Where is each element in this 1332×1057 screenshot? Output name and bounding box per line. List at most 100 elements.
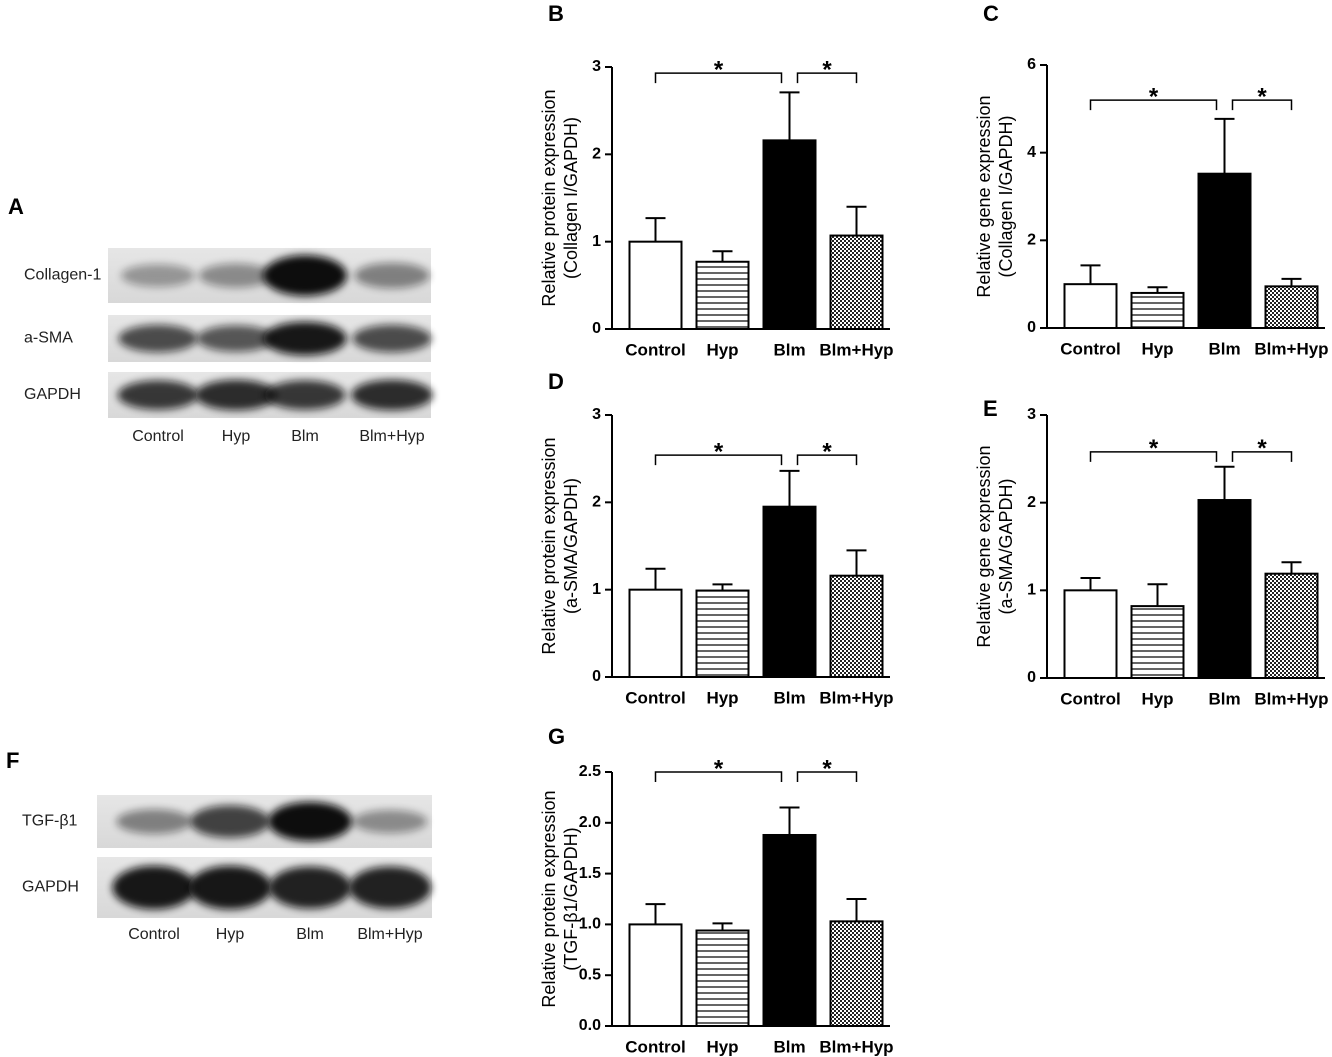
bar-chart: B Relative protein expression (Collagen I/… bbox=[539, 1, 894, 360]
western-blot: F TGF-β1 GAPDH Control Hyp Blm Blm+Hyp bbox=[6, 748, 432, 943]
panel-letter: B bbox=[548, 1, 564, 26]
bar bbox=[762, 505, 817, 679]
significance-bracket bbox=[796, 72, 858, 84]
blot-band bbox=[354, 262, 430, 289]
blot-lane-label: Blm bbox=[296, 926, 324, 943]
significance-star: * bbox=[714, 56, 724, 83]
x-tick-label: Control bbox=[625, 1037, 685, 1056]
y-tick-label: 1.5 bbox=[579, 865, 601, 882]
significance-bracket bbox=[796, 454, 858, 466]
bar bbox=[829, 920, 884, 1027]
blot-band bbox=[190, 805, 270, 838]
x-tick-label: Control bbox=[625, 688, 685, 707]
y-tick-label: 2.5 bbox=[579, 763, 601, 780]
y-tick-label: 2 bbox=[1027, 494, 1036, 511]
x-tick-label: Blm+Hyp bbox=[1254, 689, 1328, 708]
x-tick-label: Blm+Hyp bbox=[819, 1037, 893, 1056]
blot-lane-label: Hyp bbox=[222, 428, 251, 445]
x-tick-label: Hyp bbox=[1141, 339, 1173, 358]
bar bbox=[1264, 285, 1319, 330]
y-axis-label: (Collagen I/GAPDH) bbox=[996, 115, 1016, 277]
y-tick-label: 0 bbox=[592, 320, 601, 337]
blot-lane-label: Control bbox=[132, 428, 184, 445]
panel-letter: D bbox=[548, 369, 564, 394]
y-tick-label: 0 bbox=[592, 668, 601, 685]
blot-row-label: GAPDH bbox=[24, 386, 81, 403]
blot-band bbox=[268, 866, 352, 909]
blot-band bbox=[351, 379, 433, 411]
blot-lane-label: Blm+Hyp bbox=[359, 428, 424, 445]
x-tick-label: Control bbox=[1060, 689, 1120, 708]
blot-band bbox=[196, 325, 276, 352]
blot-band bbox=[117, 380, 199, 410]
y-tick-label: 2.0 bbox=[579, 814, 601, 831]
significance-star: * bbox=[822, 755, 832, 782]
significance-bracket bbox=[1231, 451, 1293, 462]
blot-row-label: Collagen-1 bbox=[24, 267, 101, 284]
significance-bracket bbox=[1089, 451, 1218, 462]
bar bbox=[1063, 283, 1118, 329]
y-tick-label: 3 bbox=[1027, 406, 1036, 423]
y-axis-label: Relative gene expression bbox=[974, 445, 994, 647]
y-tick-label: 0.0 bbox=[579, 1017, 601, 1034]
panel-letter: F bbox=[6, 748, 19, 773]
y-axis-label: (a-SMA/GAPDH) bbox=[561, 478, 581, 614]
bar bbox=[695, 929, 750, 1027]
bar bbox=[762, 833, 817, 1027]
bar bbox=[695, 589, 750, 678]
blot-row-label: a-SMA bbox=[24, 330, 73, 347]
x-tick-label: Blm bbox=[773, 688, 805, 707]
bar bbox=[628, 240, 683, 331]
x-tick-label: Hyp bbox=[706, 340, 738, 359]
bar bbox=[1130, 291, 1185, 329]
x-tick-label: Blm bbox=[773, 1037, 805, 1056]
blot-band bbox=[112, 865, 196, 910]
bar bbox=[1197, 499, 1252, 679]
bar bbox=[1063, 589, 1118, 679]
y-axis-label: (a-SMA/GAPDH) bbox=[996, 478, 1016, 614]
significance-star: * bbox=[714, 755, 724, 782]
significance-star: * bbox=[822, 439, 832, 466]
x-tick-label: Blm bbox=[773, 340, 805, 359]
significance-bracket bbox=[654, 72, 783, 84]
bar bbox=[628, 923, 683, 1028]
y-axis-label: Relative protein expression bbox=[539, 790, 559, 1007]
significance-star: * bbox=[1257, 435, 1267, 462]
x-tick-label: Blm+Hyp bbox=[1254, 339, 1328, 358]
blot-band bbox=[348, 866, 432, 909]
blot-band bbox=[264, 380, 346, 410]
bar bbox=[695, 260, 750, 330]
significance-star: * bbox=[1149, 83, 1159, 110]
x-tick-label: Blm bbox=[1208, 339, 1240, 358]
blot-lane-label: Blm bbox=[291, 428, 319, 445]
x-tick-label: Blm+Hyp bbox=[819, 340, 893, 359]
significance-bracket bbox=[1089, 99, 1218, 111]
blot-band bbox=[121, 264, 195, 287]
y-tick-label: 0 bbox=[1027, 319, 1036, 336]
bar bbox=[1264, 572, 1319, 680]
significance-bracket bbox=[654, 454, 783, 466]
bar-chart: D Relative protein expression (a-SMA/GAPDH… bbox=[539, 369, 894, 708]
y-axis-label: Relative protein expression bbox=[539, 437, 559, 654]
blot-band bbox=[116, 809, 192, 834]
blot-lane-label: Hyp bbox=[216, 926, 245, 943]
significance-bracket bbox=[796, 771, 858, 782]
y-axis-label: (TGF-β1/GAPDH) bbox=[561, 827, 581, 970]
blot-row-label: GAPDH bbox=[22, 879, 79, 896]
x-tick-label: Blm+Hyp bbox=[819, 688, 893, 707]
y-tick-label: 3 bbox=[592, 58, 601, 75]
bar-chart: E Relative gene expression (a-SMA/GAPDH) 0 1… bbox=[974, 396, 1329, 709]
significance-bracket bbox=[654, 771, 783, 782]
significance-star: * bbox=[1149, 435, 1159, 462]
blot-band bbox=[352, 809, 428, 834]
blot-lane-label: Control bbox=[128, 926, 180, 943]
bar-chart: G Relative protein expression (TGF-β1/GAPD… bbox=[539, 724, 894, 1057]
y-axis-label: Relative protein expression bbox=[539, 89, 559, 306]
panel-letter: A bbox=[8, 194, 24, 219]
y-tick-label: 2 bbox=[592, 494, 601, 511]
x-tick-label: Hyp bbox=[1141, 689, 1173, 708]
bar bbox=[628, 588, 683, 679]
blot-band bbox=[263, 255, 347, 296]
significance-bracket bbox=[1231, 99, 1293, 111]
